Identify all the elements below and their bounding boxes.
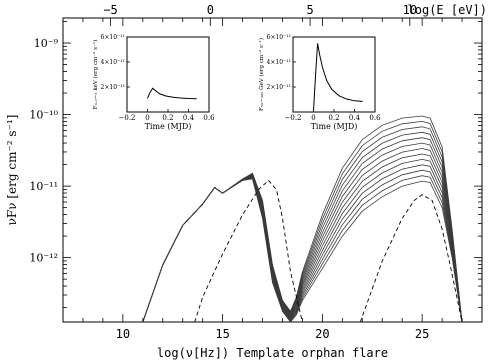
y-tick-label: 10⁻¹⁰ <box>29 109 58 122</box>
x-tick-label: 10 <box>116 327 130 341</box>
top-tick-label: 10 <box>403 3 417 17</box>
inset-y-axis-label: F₀.₃−₃ keV (erg cm⁻² s⁻¹) <box>92 40 99 109</box>
main-y-ticks: 10⁻¹² 10⁻¹¹ 10⁻¹⁰ 10⁻⁹ <box>29 21 482 309</box>
inset-y-tick-label: 6×10⁻¹¹ <box>267 34 291 41</box>
inset-y-tick-label: 6×10⁻¹¹ <box>101 34 125 41</box>
top-tick-label: 5 <box>306 3 313 17</box>
main-top-axis-label: log(E [eV]) <box>408 3 487 17</box>
inset-x-axis-label: Time (MJD) <box>145 122 192 131</box>
inset-right-plot: −0.2 0 0.2 0.4 0.6 2×10⁻¹¹ 4×10⁻¹¹ 6×10⁻¹¹ Time … <box>258 34 381 131</box>
main-top-ticks: −5 0 5 10 <box>103 3 417 26</box>
y-tick-label: 10⁻¹² <box>29 252 58 265</box>
x-tick-label: 25 <box>415 327 429 341</box>
inset-x-tick-label: 0.4 <box>183 114 195 122</box>
x-tick-label: 20 <box>315 327 329 341</box>
x-tick-label: 15 <box>215 327 229 341</box>
main-plot: 10 15 20 25 10⁻¹² 10⁻¹¹ 10⁻¹⁰ 10⁻⁹ −5 0 5 10 log(… <box>5 3 487 360</box>
main-x-ticks: 10 15 20 25 <box>82 18 463 341</box>
y-tick-label: 10⁻¹¹ <box>29 180 58 193</box>
inset-x-tick-label: 0 <box>145 114 149 122</box>
dashed-sed-curve <box>194 179 463 323</box>
inset-y-tick-label: 2×10⁻¹¹ <box>267 84 291 91</box>
inset-y-tick-label: 4×10⁻¹¹ <box>101 59 125 66</box>
main-y-axis-label: νFν [erg cm⁻² s⁻¹] <box>5 115 19 226</box>
inset-x-tick-label: −0.2 <box>119 114 136 122</box>
inset-frame <box>126 36 210 113</box>
inset-left-plot: −0.2 0 0.2 0.4 0.6 2×10⁻¹¹ 4×10⁻¹¹ 6×10⁻¹¹ Time … <box>92 34 215 131</box>
main-plot-frame <box>62 17 483 323</box>
inset-x-tick-label: −0.2 <box>285 114 302 122</box>
sed-curves <box>142 115 463 323</box>
inset-y-tick-label: 4×10⁻¹¹ <box>267 59 291 66</box>
top-tick-label: 0 <box>207 3 214 17</box>
inset-x-tick-label: 0.2 <box>162 114 173 122</box>
inset-x-tick-label: 0.2 <box>328 114 339 122</box>
sed-dashed-curve <box>194 179 463 323</box>
inset-x-tick-label: 0 <box>311 114 315 122</box>
inset-y-tick-label: 2×10⁻¹¹ <box>101 84 125 91</box>
inset-x-tick-label: 0.6 <box>369 114 381 122</box>
top-tick-label: −5 <box>103 3 117 17</box>
main-x-axis-label: log(ν[Hz]) Template orphan flare <box>157 346 388 360</box>
inset-frame <box>292 36 376 113</box>
inset-x-tick-label: 0.4 <box>349 114 361 122</box>
inset-x-tick-label: 0.6 <box>203 114 215 122</box>
sed-curve-13 <box>142 115 463 323</box>
inset-x-axis-label: Time (MJD) <box>311 122 358 131</box>
inset-light-curve <box>313 43 363 111</box>
y-tick-label: 10⁻⁹ <box>34 37 59 50</box>
inset-light-curve <box>147 87 197 100</box>
inset-y-axis-label: F₅₀−₃₀₀ GeV (erg cm⁻² s⁻¹) <box>258 38 265 111</box>
